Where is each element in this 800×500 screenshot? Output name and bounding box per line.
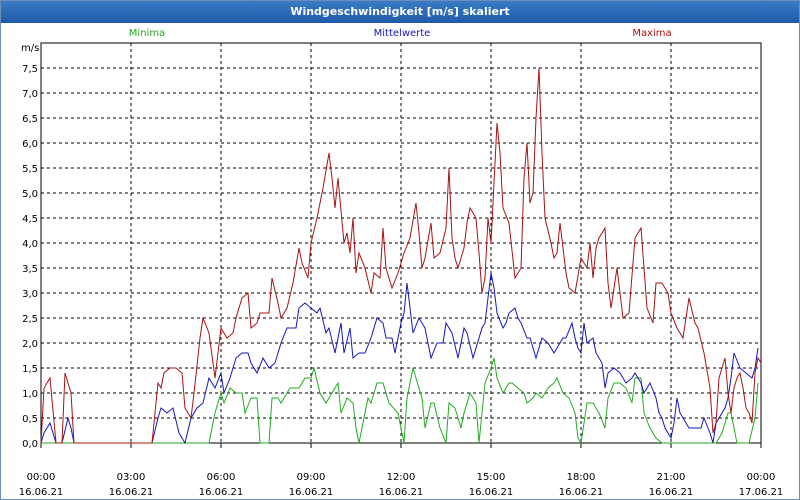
x-tick-date: 16.06.21 xyxy=(19,487,64,498)
y-tick-label: 0,5 xyxy=(22,414,38,425)
y-tick-label: 3,0 xyxy=(22,289,38,300)
y-tick-label: 1,0 xyxy=(22,389,38,400)
x-tick-time: 00:00 xyxy=(747,472,776,483)
x-tick-time: 18:00 xyxy=(567,472,596,483)
x-tick-time: 21:00 xyxy=(657,472,686,483)
y-tick-label: 6,5 xyxy=(22,114,38,125)
y-tick-label: 6,0 xyxy=(22,139,38,150)
grid xyxy=(41,43,761,444)
y-axis-label: m/s xyxy=(21,43,39,54)
y-tick-label: 5,5 xyxy=(22,164,38,175)
series-line-minima xyxy=(41,357,759,445)
x-tick-date: 16.06.21 xyxy=(469,487,514,498)
x-tick-time: 12:00 xyxy=(387,472,416,483)
series-line-mittelwerte xyxy=(40,272,759,445)
y-tick-label: 7,0 xyxy=(22,89,38,100)
x-tick-time: 09:00 xyxy=(297,472,326,483)
x-tick-time: 15:00 xyxy=(477,472,506,483)
y-tick-label: 5,0 xyxy=(22,189,38,200)
series-line-maxima xyxy=(40,67,762,444)
x-tick-date: 17.06.21 xyxy=(739,487,784,498)
y-tick-label: 4,0 xyxy=(22,239,38,250)
y-tick-label: 0,0 xyxy=(22,439,38,450)
y-tick-label: 2,5 xyxy=(22,314,38,325)
series-group xyxy=(40,67,762,445)
x-tick-time: 00:00 xyxy=(27,472,56,483)
y-tick-label: 3,5 xyxy=(22,264,38,275)
legend-mittelwerte: Mittelwerte xyxy=(374,28,431,39)
x-tick-date: 16.06.21 xyxy=(199,487,244,498)
x-tick-time: 03:00 xyxy=(117,472,146,483)
y-tick-label: 2,0 xyxy=(22,339,38,350)
window-title: Windgeschwindigkeit [m/s] skaliert xyxy=(1,1,799,23)
legend-minima: Minima xyxy=(129,28,165,39)
y-tick-label: 4,5 xyxy=(22,214,38,225)
x-axis: 00:00 16.06.21 03:00 16.06.21 06:00 16.06.21 0… xyxy=(19,443,784,498)
x-tick-date: 16.06.21 xyxy=(379,487,424,498)
x-tick-time: 06:00 xyxy=(207,472,236,483)
y-tick-label: 1,5 xyxy=(22,364,38,375)
legend-maxima: Maxima xyxy=(632,28,671,39)
y-axis: 0,0 0,5 1,0 1,5 2,0 2,5 3,0 3,5 4,0 4,5 5,0 5,5 6,0 6… xyxy=(22,64,38,450)
x-tick-date: 16.06.21 xyxy=(289,487,334,498)
y-tick-label: 7,5 xyxy=(22,64,38,75)
x-tick-date: 16.06.21 xyxy=(109,487,154,498)
x-tick-date: 16.06.21 xyxy=(649,487,694,498)
x-tick-date: 16.06.21 xyxy=(559,487,604,498)
legend: Minima Mittelwerte Maxima xyxy=(129,28,672,39)
